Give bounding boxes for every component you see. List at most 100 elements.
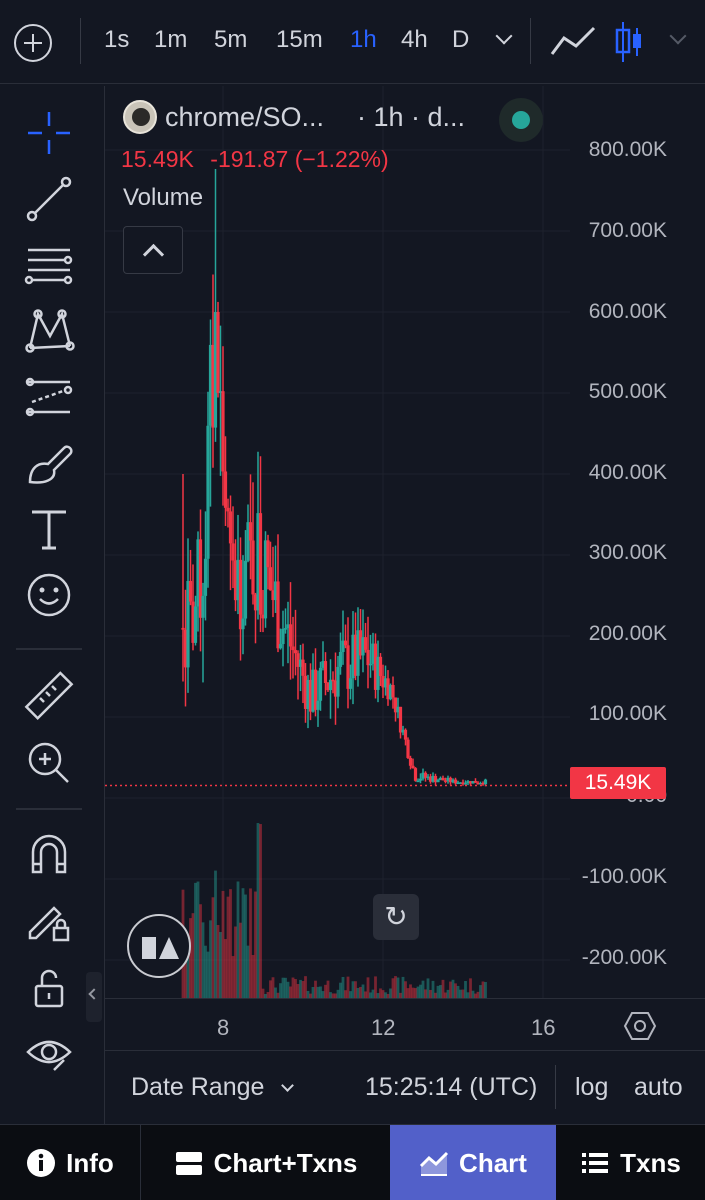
volume-bar — [366, 977, 370, 998]
reset-icon: ↻ — [384, 901, 408, 932]
collapse-legend-button[interactable] — [123, 226, 183, 274]
interval-1m[interactable]: 1m — [154, 26, 188, 53]
candle-body — [323, 661, 328, 683]
interval-4h[interactable]: 4h — [401, 26, 428, 53]
volume-bar — [306, 990, 310, 998]
trend-line-icon — [26, 176, 72, 222]
candle-body — [473, 781, 478, 783]
pattern-tool[interactable] — [20, 302, 78, 360]
candle-body — [446, 777, 450, 781]
volume-bar — [349, 991, 352, 998]
legend-symbol[interactable]: chrome/SO... — [165, 102, 325, 132]
volume-bar — [309, 993, 312, 998]
auto-scale-toggle[interactable]: auto — [634, 1073, 683, 1101]
magnet-tool[interactable] — [20, 826, 78, 884]
candle-body — [243, 560, 248, 619]
toolbar-divider — [16, 648, 82, 650]
volume-bar — [249, 888, 252, 998]
interval-d[interactable]: D — [452, 26, 470, 53]
unlock-tool[interactable] — [20, 958, 78, 1016]
toolbar-collapse-tab[interactable] — [86, 972, 102, 1022]
chart-type-dropdown-icon[interactable] — [669, 27, 687, 45]
toolbar-divider — [530, 18, 531, 64]
tab-chart[interactable]: Chart — [390, 1125, 556, 1200]
crosshair-icon — [28, 112, 70, 154]
horizontal-lines-tool[interactable] — [20, 236, 78, 294]
candle-body — [448, 777, 453, 783]
candle-body — [316, 700, 320, 710]
text-tool[interactable] — [20, 500, 78, 558]
time-axis[interactable]: 8 12 16 — [105, 998, 705, 1050]
volume-bar — [201, 922, 205, 998]
candle-body — [418, 778, 423, 781]
candle-body — [193, 606, 198, 643]
tab-info[interactable]: Info — [0, 1125, 140, 1200]
interval-dropdown-icon[interactable] — [495, 27, 513, 45]
volume-bar — [219, 932, 222, 998]
zoom-tool[interactable] — [20, 734, 78, 792]
candle-body — [263, 540, 268, 619]
horizontal-lines-icon — [24, 248, 73, 285]
volume-bar — [426, 978, 430, 998]
price-axis-label: 400.00K — [588, 461, 667, 484]
line-chart-type-icon[interactable] — [550, 24, 596, 60]
volume-bar — [354, 981, 357, 998]
reset-chart-button[interactable]: ↻ — [373, 894, 419, 940]
volume-bar — [339, 982, 342, 998]
pencil-lock-icon — [28, 906, 70, 942]
candle-body — [366, 649, 370, 666]
candle-body — [463, 783, 468, 785]
interval-1s[interactable]: 1s — [104, 26, 130, 53]
candle-body — [253, 594, 258, 611]
candle-body — [228, 511, 233, 544]
magnet-icon — [31, 834, 67, 874]
add-symbol-button[interactable] — [14, 24, 52, 62]
log-scale-toggle[interactable]: log — [575, 1073, 609, 1101]
utc-time[interactable]: 15:25:14 (UTC) — [365, 1073, 538, 1101]
tab-chart-txns-label: Chart+Txns — [213, 1147, 358, 1178]
settings-icon[interactable] — [623, 1009, 657, 1043]
market-status-icon[interactable] — [499, 98, 543, 142]
candle-body — [206, 425, 210, 559]
candle-body — [401, 729, 405, 733]
candle-body — [291, 646, 295, 651]
volume-bar — [226, 896, 230, 998]
volume-bar — [264, 993, 267, 998]
brush-tool[interactable] — [20, 434, 78, 492]
volume-bar — [399, 992, 402, 998]
volume-bar — [351, 981, 355, 998]
volume-bar — [239, 922, 242, 998]
interval-1h[interactable]: 1h — [350, 26, 377, 53]
tradingview-logo[interactable] — [127, 914, 191, 978]
price-axis-label: 300.00K — [588, 541, 667, 564]
trend-line-tool[interactable] — [20, 170, 78, 228]
interval-5m[interactable]: 5m — [214, 26, 248, 53]
candle-body — [321, 661, 325, 668]
lock-drawing-tool[interactable] — [20, 892, 78, 950]
legend-volume-label[interactable]: Volume — [123, 184, 204, 211]
volume-bar — [401, 976, 405, 998]
candle-body — [183, 629, 188, 668]
measure-tool[interactable] — [20, 668, 78, 726]
unlock-icon — [34, 969, 64, 1008]
candle-body — [451, 779, 455, 783]
interval-15m[interactable]: 15m — [276, 26, 323, 53]
candlestick-chart[interactable] — [105, 86, 705, 998]
crosshair-tool[interactable] — [20, 104, 78, 162]
visibility-tool[interactable] — [20, 1024, 78, 1082]
tab-txns[interactable]: Txns — [556, 1125, 705, 1200]
candle-chart-type-icon[interactable] — [614, 20, 644, 64]
date-range-button[interactable]: Date Range — [131, 1073, 295, 1102]
prediction-tool[interactable] — [20, 368, 78, 426]
candle-body — [346, 645, 350, 689]
candle-body — [268, 567, 273, 591]
price-axis-label: 500.00K — [588, 380, 667, 403]
candle-body — [258, 513, 263, 615]
candle-body — [368, 663, 373, 666]
chart-area[interactable]: chrome/SO... · 1h · d... 15.49K -191.87 … — [104, 86, 705, 1124]
candle-body — [423, 772, 428, 778]
candle-body — [371, 643, 375, 664]
tab-chart-txns[interactable]: Chart+Txns — [141, 1125, 390, 1200]
volume-bar — [251, 955, 255, 998]
emoji-tool[interactable] — [20, 566, 78, 624]
